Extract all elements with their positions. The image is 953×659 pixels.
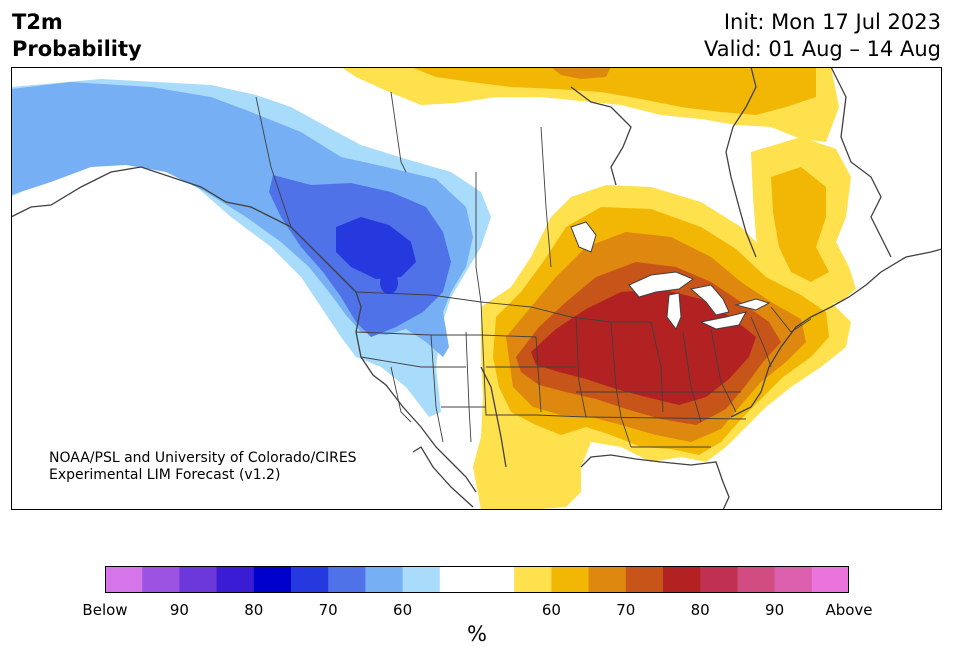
colorbar-tick-label: 60 [541,601,561,619]
credit-line-1: NOAA/PSL and University of Colorado/CIRE… [49,450,357,466]
credit-text: NOAA/PSL and University of Colorado/CIRE… [49,450,357,484]
colorbar-tick-label: 70 [318,601,338,619]
credit-line-2: Experimental LIM Forecast (v1.2) [49,467,281,483]
colorbar-bin [774,566,813,593]
variable-label: T2m [12,10,63,34]
colorbar-tick-label: 90 [169,601,189,619]
colorbar-tick-label: Above [825,601,873,619]
colorbar-bin [291,566,329,593]
colorbar-bin [253,566,292,593]
colorbar-tick-label: 70 [616,601,636,619]
map-border [11,67,942,510]
colorbar-bin [105,566,143,593]
lakes [570,221,771,330]
above-normal-shading [341,67,856,510]
colorbar-bin [402,566,441,593]
colorbar-bin [142,566,180,593]
forecast-dates: Init: Mon 17 Jul 2023 Valid: 01 Aug – 14… [704,9,941,63]
map-title: T2m Probability [12,9,142,63]
colorbar-tick-label: 80 [244,601,264,619]
valid-period: Valid: 01 Aug – 14 Aug [703,37,941,61]
colorbar-bin [477,566,515,593]
colorbar-bin [439,566,478,593]
colorbar-bin [625,566,664,593]
init-date: Init: Mon 17 Jul 2023 [723,10,941,34]
colorbar-bin [700,566,738,593]
coastlines [11,67,942,510]
colorbar-bin [588,566,627,593]
product-label: Probability [12,37,142,61]
colorbar-tick-label: Below [82,601,128,619]
state-borders [255,91,812,448]
colorbar-bin [216,566,255,593]
colorbar [105,566,849,593]
colorbar-tick-label: 80 [690,601,710,619]
colorbar-bin [811,566,849,593]
colorbar-bin [179,566,218,593]
colorbar-bin [663,566,701,593]
colorbar-bin [514,566,552,593]
colorbar-bin [328,566,366,593]
colorbar-border [105,566,849,593]
probability-map [11,67,942,510]
colorbar-bin [365,566,404,593]
colorbar-bin [551,566,590,593]
colorbar-tick-label: 60 [393,601,413,619]
colorbar-unit: % [467,622,487,646]
colorbar-bin [737,566,776,593]
colorbar-tick-label: 90 [765,601,785,619]
